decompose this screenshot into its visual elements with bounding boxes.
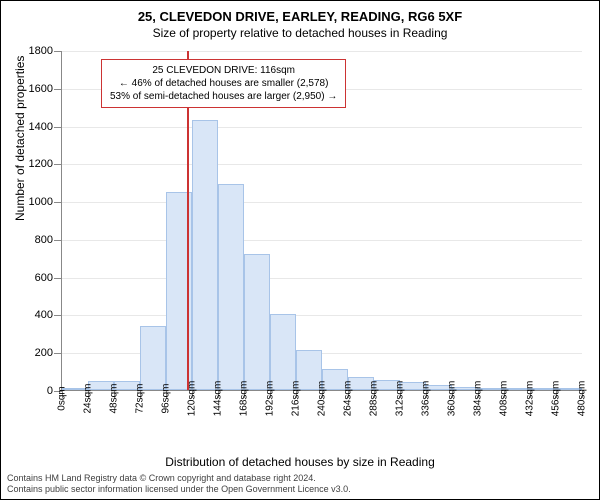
histogram-bar — [192, 120, 218, 390]
y-tick — [54, 240, 62, 241]
annotation-line3: 53% of semi-detached houses are larger (… — [110, 90, 337, 103]
x-tick-label: 24sqm — [83, 383, 94, 413]
title-main: 25, CLEVEDON DRIVE, EARLEY, READING, RG6… — [1, 9, 599, 24]
chart-container: 25, CLEVEDON DRIVE, EARLEY, READING, RG6… — [0, 0, 600, 500]
y-tick — [54, 51, 62, 52]
x-tick-label: 48sqm — [109, 383, 120, 413]
y-tick — [54, 164, 62, 165]
y-tick — [54, 353, 62, 354]
y-tick-label: 600 — [13, 272, 53, 284]
y-tick — [54, 315, 62, 316]
x-tick-label: 480sqm — [577, 381, 588, 417]
x-tick-label: 96sqm — [161, 383, 172, 413]
annotation-line2: ← 46% of detached houses are smaller (2,… — [110, 77, 337, 90]
grid-line — [62, 315, 582, 316]
y-tick-label: 200 — [13, 347, 53, 359]
x-tick-label: 144sqm — [213, 381, 224, 417]
footer-line1: Contains HM Land Registry data © Crown c… — [7, 473, 593, 485]
y-tick-label: 1400 — [13, 121, 53, 133]
x-tick-label: 192sqm — [265, 381, 276, 417]
y-tick-label: 1800 — [13, 45, 53, 57]
grid-line — [62, 127, 582, 128]
title-sub: Size of property relative to detached ho… — [1, 26, 599, 40]
grid-line — [62, 51, 582, 52]
x-tick-label: 384sqm — [473, 381, 484, 417]
x-tick-label: 216sqm — [291, 381, 302, 417]
y-tick-label: 1200 — [13, 158, 53, 170]
y-tick-label: 0 — [13, 385, 53, 397]
histogram-bar — [244, 254, 270, 390]
grid-line — [62, 164, 582, 165]
x-tick-label: 0sqm — [57, 386, 68, 410]
histogram-bar — [140, 326, 166, 390]
x-tick-label: 432sqm — [525, 381, 536, 417]
y-tick — [54, 278, 62, 279]
y-tick-label: 400 — [13, 309, 53, 321]
x-tick-label: 168sqm — [239, 381, 250, 417]
grid-line — [62, 240, 582, 241]
annotation-box: 25 CLEVEDON DRIVE: 116sqm ← 46% of detac… — [101, 59, 346, 108]
x-axis-title: Distribution of detached houses by size … — [1, 455, 599, 469]
footer: Contains HM Land Registry data © Crown c… — [7, 473, 593, 496]
x-tick-label: 240sqm — [317, 381, 328, 417]
x-tick-label: 336sqm — [421, 381, 432, 417]
x-tick-label: 360sqm — [447, 381, 458, 417]
x-tick-label: 312sqm — [395, 381, 406, 417]
y-tick-label: 1600 — [13, 83, 53, 95]
grid-line — [62, 278, 582, 279]
annotation-line1: 25 CLEVEDON DRIVE: 116sqm — [110, 64, 337, 77]
y-tick — [54, 89, 62, 90]
x-tick-label: 72sqm — [135, 383, 146, 413]
footer-line2: Contains public sector information licen… — [7, 484, 593, 496]
x-tick-label: 408sqm — [499, 381, 510, 417]
histogram-bar — [218, 184, 244, 390]
y-tick — [54, 127, 62, 128]
y-tick-label: 800 — [13, 234, 53, 246]
x-tick-label: 456sqm — [551, 381, 562, 417]
histogram-bar — [270, 314, 296, 390]
y-tick — [54, 202, 62, 203]
y-tick-label: 1000 — [13, 196, 53, 208]
x-tick-label: 264sqm — [343, 381, 354, 417]
grid-line — [62, 202, 582, 203]
x-tick-label: 288sqm — [369, 381, 380, 417]
